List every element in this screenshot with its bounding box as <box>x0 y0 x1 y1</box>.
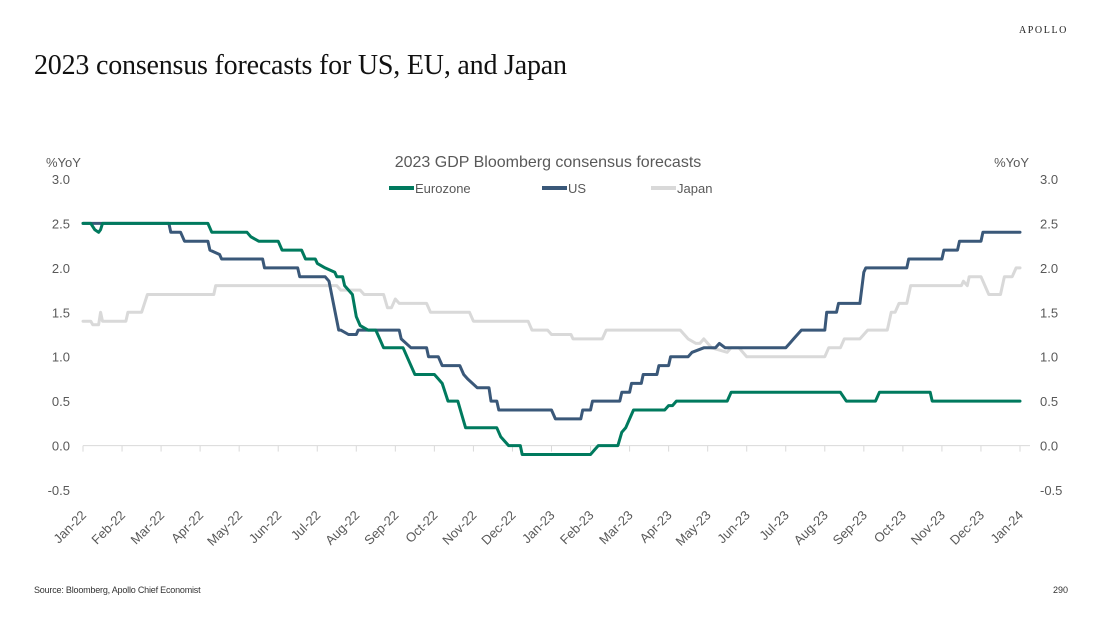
series-line-us <box>81 221 1022 421</box>
legend-label-us: US <box>568 181 586 196</box>
x-tick-label: Oct-22 <box>402 508 440 546</box>
x-tick-label: Oct-23 <box>871 508 909 546</box>
y-tick-label-right: 1.0 <box>1040 350 1058 365</box>
y-axis-label-left: %YoY <box>46 155 81 170</box>
x-tick-label: Sep-23 <box>830 508 870 548</box>
x-tick-label: Jan-24 <box>987 508 1026 547</box>
x-tick-label: Nov-23 <box>908 508 948 548</box>
x-tick-label: Aug-22 <box>322 508 362 548</box>
x-tick-label: Feb-22 <box>88 508 128 548</box>
y-tick-label-right: 1.5 <box>1040 305 1058 320</box>
y-tick-label-left: 0.0 <box>52 439 70 454</box>
x-tick-label: May-23 <box>673 508 714 549</box>
y-tick-label-right: 2.0 <box>1040 261 1058 276</box>
legend: Eurozone US Japan <box>389 181 712 196</box>
x-tick-label: Dec-22 <box>478 508 518 548</box>
page-title: 2023 consensus forecasts for US, EU, and… <box>34 50 567 81</box>
x-tick-label: Jun-23 <box>714 508 753 547</box>
legend-item-japan: Japan <box>651 181 712 196</box>
x-tick-label: Sep-22 <box>361 508 401 548</box>
y-tick-label-left: -0.5 <box>48 483 70 498</box>
y-tick-label-right: 3.0 <box>1040 172 1058 187</box>
y-axis-left: 3.0 2.5 2.0 1.5 1.0 0.5 0.0 -0.5 <box>48 172 70 498</box>
y-tick-label-right: 2.5 <box>1040 216 1058 231</box>
series-group <box>81 221 1022 456</box>
x-tick-label: Mar-22 <box>127 508 167 548</box>
y-tick-label-left: 1.0 <box>52 350 70 365</box>
x-tick-label: May-22 <box>204 508 245 549</box>
x-tick-label: Nov-22 <box>439 508 479 548</box>
y-axis-label-right: %YoY <box>994 155 1029 170</box>
x-tick-label: Feb-23 <box>557 508 597 548</box>
x-tick-label: Jan-23 <box>519 508 558 547</box>
x-tick-label: Jul-23 <box>756 508 792 544</box>
x-tick-label: Jun-22 <box>246 508 285 547</box>
source-note: Source: Bloomberg, Apollo Chief Economis… <box>34 585 201 595</box>
y-tick-label-left: 2.0 <box>52 261 70 276</box>
legend-item-eurozone: Eurozone <box>389 181 471 196</box>
y-tick-label-left: 2.5 <box>52 216 70 231</box>
y-tick-label-right: 0.5 <box>1040 394 1058 409</box>
x-tick-label: Apr-22 <box>168 508 206 546</box>
legend-label-japan: Japan <box>677 181 712 196</box>
page-number: 290 <box>1052 585 1068 595</box>
x-tick-label: Mar-23 <box>596 508 636 548</box>
y-axis-right: 3.0 2.5 2.0 1.5 1.0 0.5 0.0 -0.5 <box>1040 172 1062 498</box>
series-line-eurozone <box>81 221 1022 456</box>
x-tick-label: Jan-22 <box>50 508 89 547</box>
x-tick-label: Dec-23 <box>947 508 987 548</box>
x-tick-label: Jul-22 <box>288 508 324 544</box>
series-line-japan <box>81 266 1022 359</box>
chart-title: 2023 GDP Bloomberg consensus forecasts <box>395 154 702 171</box>
brand-logo: APOLLO <box>1018 25 1068 36</box>
y-tick-label-left: 0.5 <box>52 394 70 409</box>
x-tick-label: Aug-23 <box>791 508 831 548</box>
y-tick-label-left: 3.0 <box>52 172 70 187</box>
y-tick-label-left: 1.5 <box>52 305 70 320</box>
y-tick-label-right: -0.5 <box>1040 483 1062 498</box>
legend-label-eurozone: Eurozone <box>415 181 471 196</box>
legend-item-us: US <box>542 181 586 196</box>
y-tick-label-right: 0.0 <box>1040 439 1058 454</box>
x-tick-label: Apr-23 <box>637 508 675 546</box>
